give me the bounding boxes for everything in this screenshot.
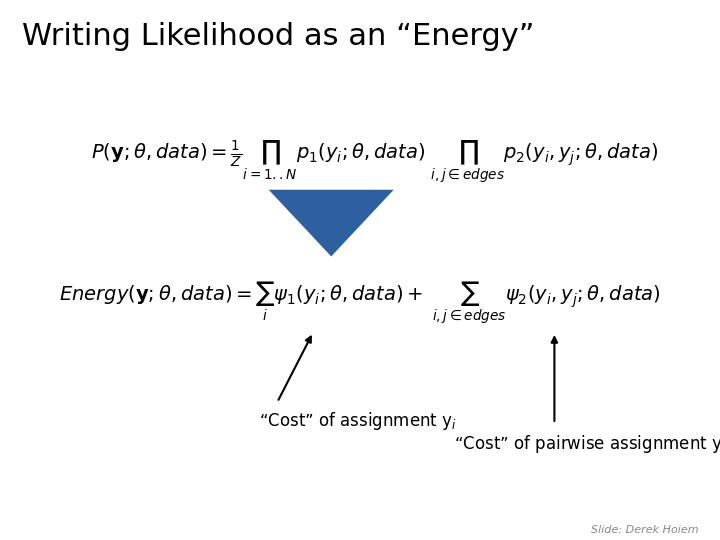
- Text: Slide: Derek Hoiem: Slide: Derek Hoiem: [591, 524, 698, 535]
- FancyArrowPatch shape: [279, 336, 311, 400]
- Text: Writing Likelihood as an “Energy”: Writing Likelihood as an “Energy”: [22, 22, 534, 51]
- Text: $Energy(\mathbf{y};\theta,data)=\sum_{i}\psi_1(y_i;\theta,data)+\;\sum_{i,j\in e: $Energy(\mathbf{y};\theta,data)=\sum_{i}…: [59, 279, 661, 326]
- FancyArrowPatch shape: [269, 190, 394, 256]
- FancyArrowPatch shape: [552, 337, 557, 421]
- Text: $P(\mathbf{y};\theta,data)=\frac{1}{Z}\prod_{i=1..N}p_1(y_i;\theta,data)\;\prod_: $P(\mathbf{y};\theta,data)=\frac{1}{Z}\p…: [91, 139, 658, 185]
- Text: “Cost” of assignment y$_{i}$: “Cost” of assignment y$_{i}$: [259, 410, 457, 432]
- Text: “Cost” of pairwise assignment y$_{i}$ y$_{j}$: “Cost” of pairwise assignment y$_{i}$ y$…: [454, 434, 720, 457]
